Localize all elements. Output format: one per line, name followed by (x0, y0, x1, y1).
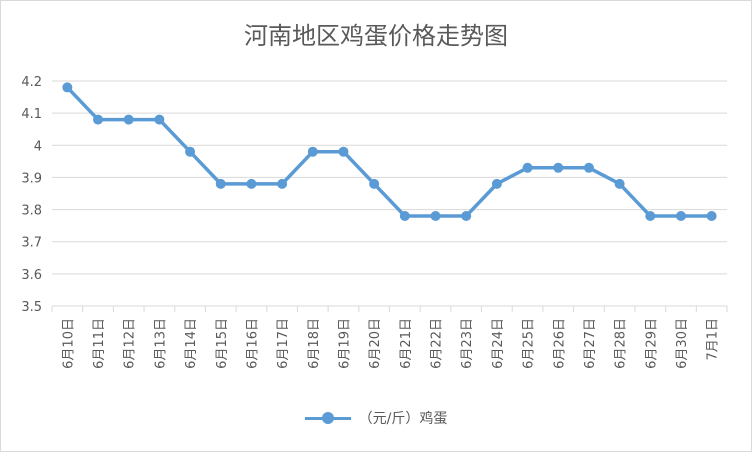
x-tick-label: 6月22日 (430, 318, 445, 369)
data-point (123, 114, 134, 125)
y-tick-label: 4 (34, 139, 42, 154)
y-tick-label: 4.2 (21, 75, 42, 90)
data-point (645, 211, 656, 221)
data-point (399, 211, 410, 221)
x-tick-label: 6月13日 (153, 318, 168, 369)
data-point (369, 178, 380, 189)
legend-swatch (304, 412, 351, 424)
x-tick-label: 6月21日 (399, 318, 414, 369)
chart-title: 河南地区鸡蛋价格走势图 (244, 22, 508, 50)
data-point (614, 178, 625, 189)
x-tick-label: 6月27日 (583, 318, 598, 369)
x-tick-label: 6月11日 (92, 318, 107, 369)
x-tick-label: 6月25日 (522, 318, 537, 369)
data-point (185, 146, 196, 157)
data-point (491, 178, 502, 189)
data-point (307, 146, 318, 157)
x-tick-label: 6月24日 (491, 318, 506, 369)
data-point (246, 178, 257, 189)
data-point (277, 178, 288, 189)
x-tick-label: 6月19日 (337, 318, 352, 369)
data-point (215, 178, 226, 189)
x-tick-label: 6月29日 (644, 318, 659, 369)
data-point (675, 211, 686, 221)
data-point (461, 211, 472, 221)
legend-label: （元/斤）鸡蛋 (358, 411, 448, 427)
y-tick-label: 3.8 (21, 204, 42, 219)
y-tick-label: 4.1 (21, 107, 42, 122)
data-point (553, 162, 564, 173)
y-tick-label: 3.9 (21, 171, 42, 186)
x-tick-label: 6月28日 (614, 318, 629, 369)
x-tick-label: 6月12日 (123, 318, 138, 369)
y-tick-label: 3.5 (21, 300, 42, 315)
legend: （元/斤）鸡蛋 (0, 408, 752, 428)
x-tick-label: 6月16日 (245, 318, 260, 369)
x-tick-label: 6月26日 (552, 318, 567, 369)
data-point (430, 211, 441, 221)
x-tick-label: 6月30日 (675, 318, 690, 369)
x-tick-label: 7月1日 (706, 318, 721, 361)
data-point (93, 114, 104, 125)
x-tick-label: 6月23日 (460, 318, 475, 369)
x-tick-label: 6月20日 (368, 318, 383, 369)
data-point (62, 82, 73, 93)
y-tick-label: 3.6 (21, 268, 42, 283)
x-tick-label: 6月15日 (215, 318, 230, 369)
x-tick-label: 6月18日 (307, 318, 322, 369)
x-tick-label: 6月10日 (61, 318, 76, 369)
x-tick-label: 6月14日 (184, 318, 199, 369)
data-point (338, 146, 349, 157)
y-tick-label: 3.7 (21, 236, 42, 251)
data-point (154, 114, 165, 125)
data-point (522, 162, 533, 173)
data-point (583, 162, 594, 173)
series-line (66, 86, 712, 218)
x-tick-label: 6月17日 (276, 318, 291, 369)
data-point (706, 211, 717, 221)
